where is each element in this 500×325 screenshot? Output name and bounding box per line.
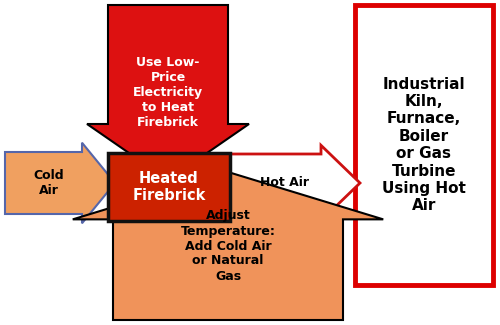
- Text: Hot Air: Hot Air: [260, 176, 309, 189]
- Polygon shape: [5, 143, 115, 223]
- Text: Heated
Firebrick: Heated Firebrick: [132, 171, 206, 203]
- Text: Adjust
Temperature:
Add Cold Air
or Natural
Gas: Adjust Temperature: Add Cold Air or Natu…: [180, 210, 276, 282]
- FancyBboxPatch shape: [108, 153, 230, 221]
- Polygon shape: [230, 145, 360, 221]
- Text: Use Low-
Price
Electricity
to Heat
Firebrick: Use Low- Price Electricity to Heat Fireb…: [133, 56, 203, 129]
- Polygon shape: [87, 5, 249, 180]
- Text: Industrial
Kiln,
Furnace,
Boiler
or Gas
Turbine
Using Hot
Air: Industrial Kiln, Furnace, Boiler or Gas …: [382, 77, 466, 214]
- Text: Cold
Air: Cold Air: [34, 169, 64, 197]
- Polygon shape: [73, 172, 384, 320]
- FancyBboxPatch shape: [355, 5, 493, 285]
